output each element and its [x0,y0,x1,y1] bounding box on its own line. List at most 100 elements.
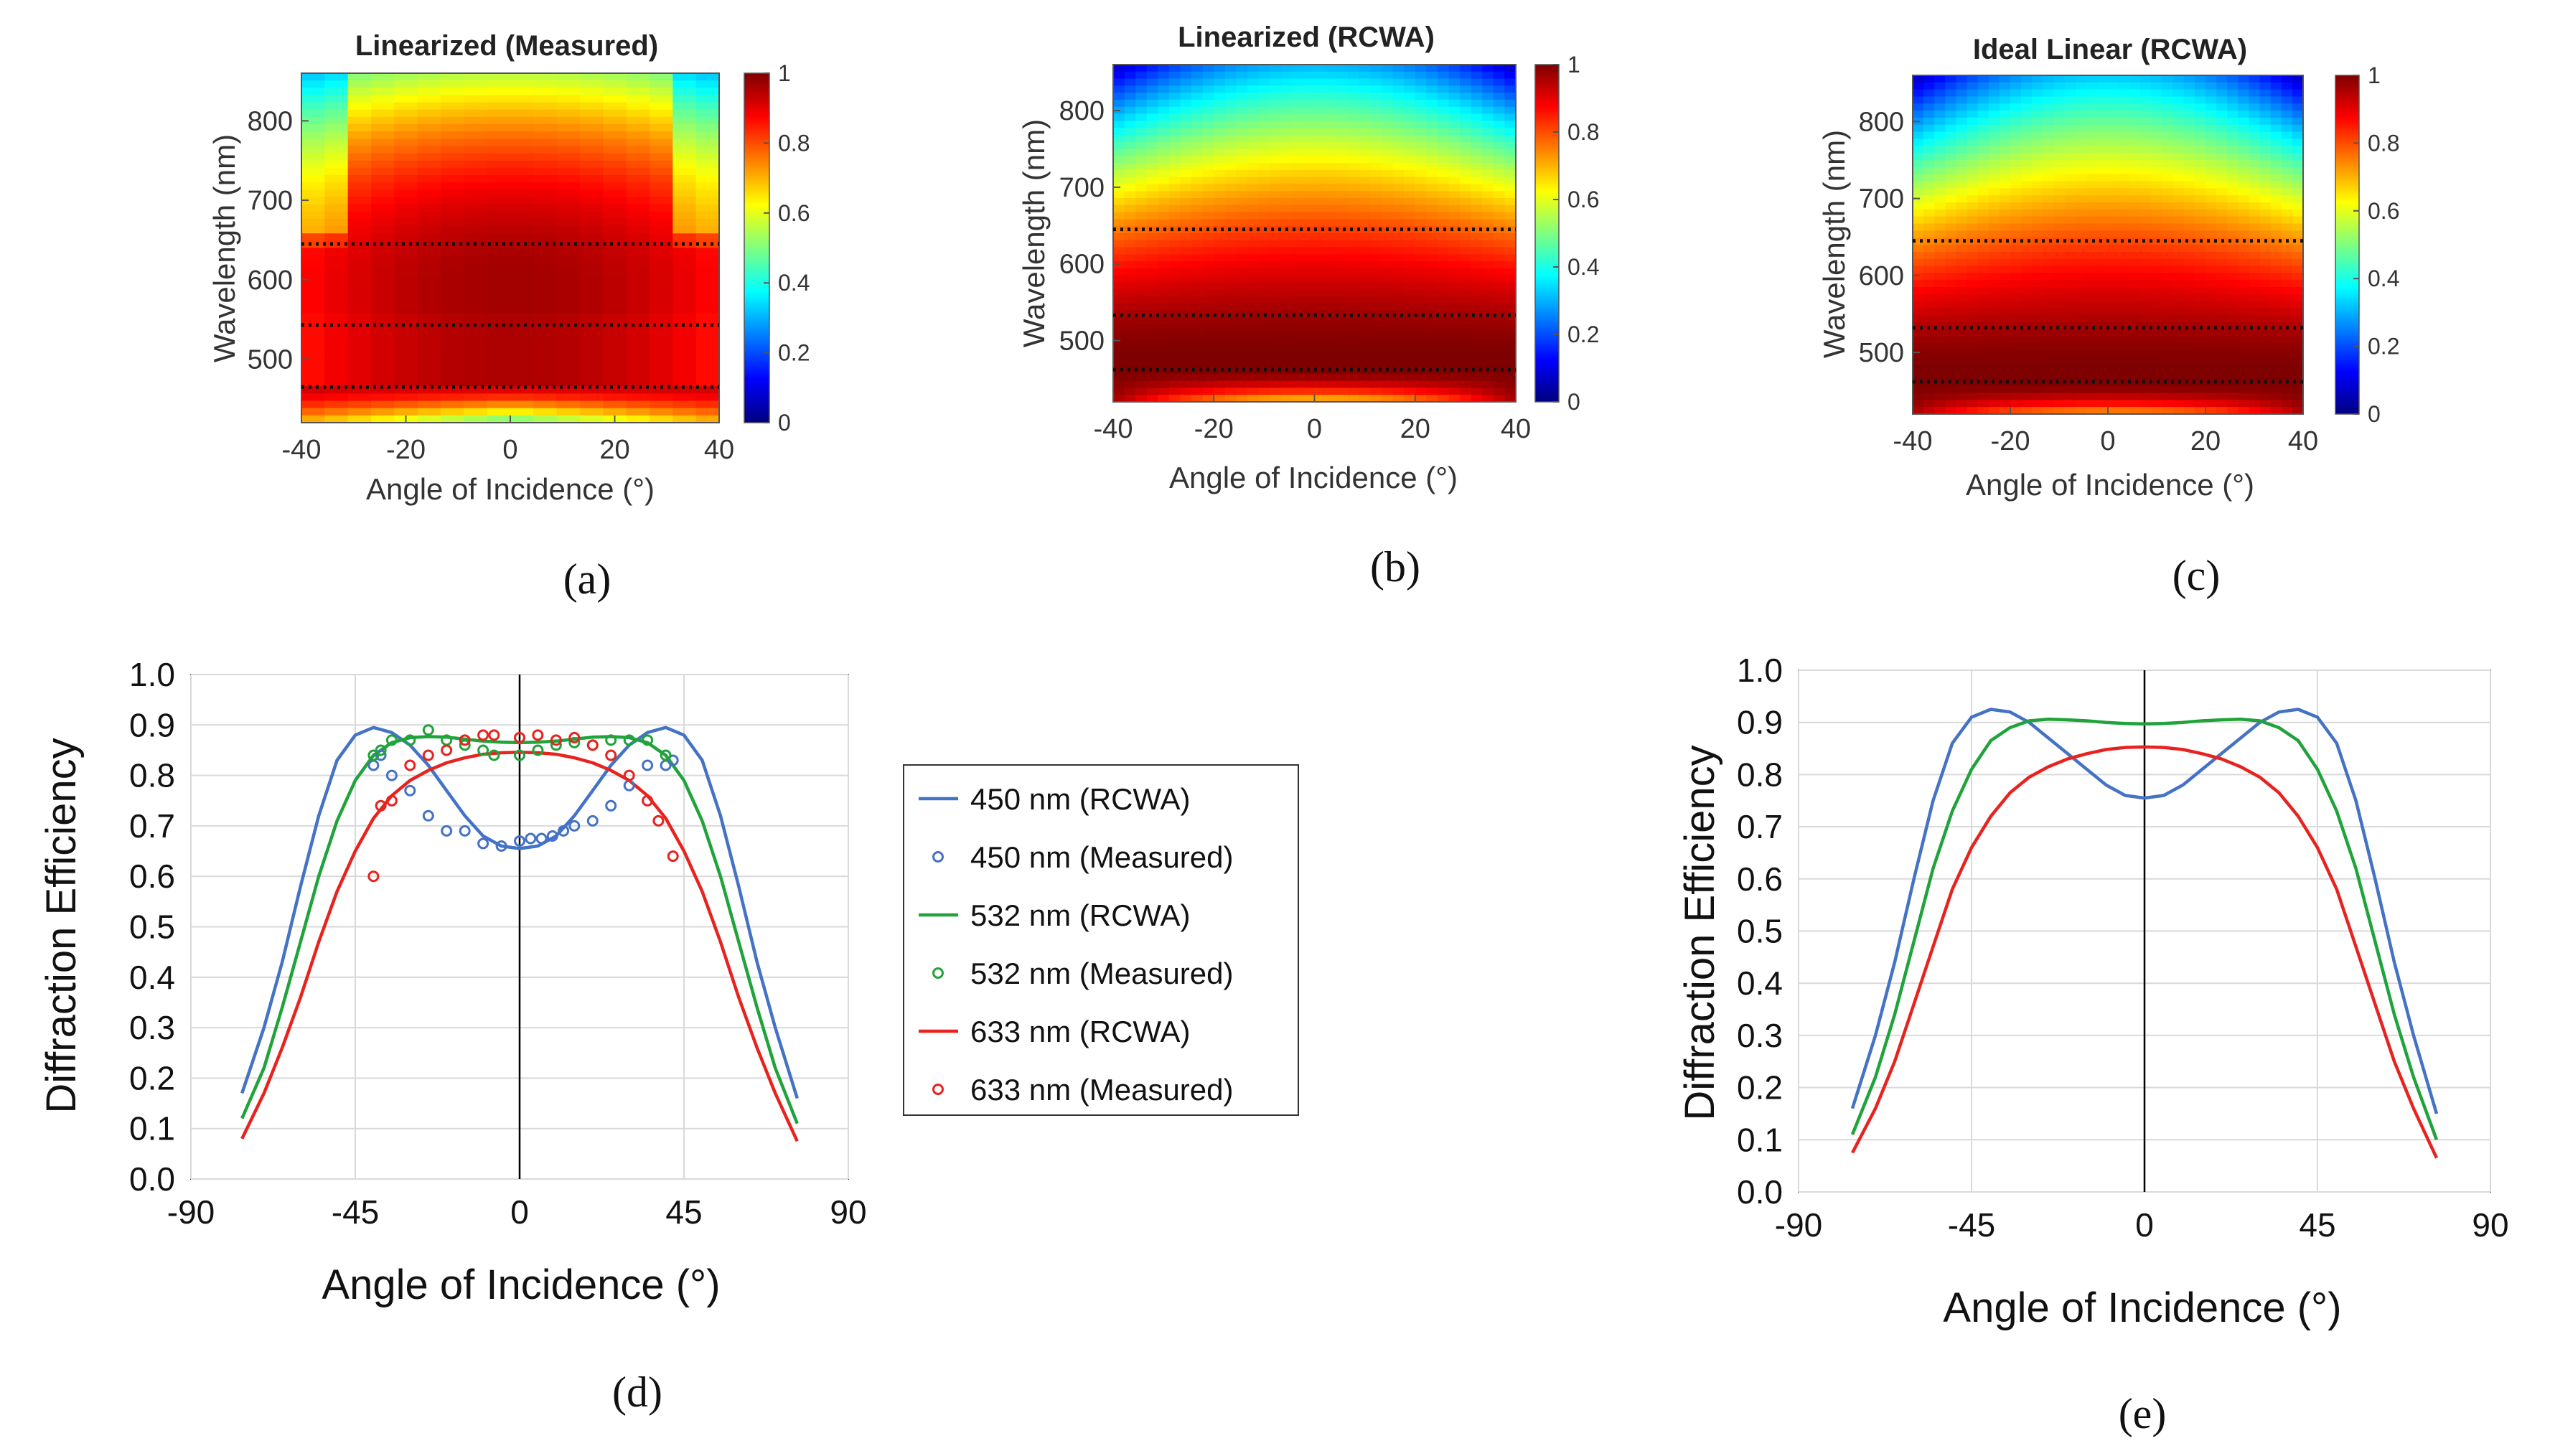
heatmap-cell [2119,350,2131,359]
heatmap-cell [2053,209,2066,217]
heatmap-cell [1214,106,1226,115]
heatmap-cell [1314,317,1326,326]
heatmap-cell [2238,153,2250,161]
heatmap-cell [2151,230,2163,238]
heatmap-cell [1382,332,1394,339]
heatmap-cell [1504,317,1517,326]
heatmap-cell [324,131,349,140]
heatmap-cell [1168,282,1181,291]
heatmap-cell [1292,106,1304,115]
heatmap-cell [2032,350,2044,359]
heatmap-cell [1303,163,1316,171]
heatmap-cell [1967,146,1979,154]
heatmap-cell [1280,240,1293,248]
heatmap-cell [1113,373,1125,382]
heatmap-cell [1303,184,1316,192]
heatmap-cell [1404,261,1416,269]
heatmap-cell [2053,245,2066,253]
heatmap-cell [1258,332,1270,339]
heatmap-cell [1270,373,1282,382]
heatmap-cell [1292,360,1304,367]
heatmap-cell [487,153,511,161]
heatmap-cell [1923,407,1936,415]
heatmap-cell [1945,174,1957,182]
heatmap-cell [1124,345,1136,354]
heatmap-cell [2043,343,2055,352]
heatmap-cell [1437,163,1450,171]
heatmap-cell [533,393,558,402]
heatmap-cell [1945,181,1957,189]
heatmap-cell [1146,352,1159,361]
heatmap-cell [1504,106,1517,115]
heatmap-cell [672,306,697,314]
heatmap-cell [2183,393,2195,401]
heatmap-cell [2162,357,2174,365]
heatmap-cell [533,349,558,358]
heatmap-cell [2096,223,2109,232]
heatmap-cell [1359,191,1372,199]
heatmap-cell [1923,365,1936,372]
heatmap-cell [1493,128,1506,136]
heatmap-cell [2259,131,2272,140]
y-tick-label: 0.0 [1737,1173,1783,1211]
heatmap-cell [2194,82,2206,90]
heatmap-cell [2206,188,2217,196]
heatmap-cell [2140,357,2152,365]
heatmap-cell [1135,310,1148,319]
heatmap-cell [2043,322,2055,330]
heatmap-cell [2096,350,2109,359]
heatmap-cell [1934,111,1946,118]
heatmap-cell [2259,111,2272,118]
heatmap-cell [2064,287,2076,295]
measured-point [514,749,525,761]
heatmap-cell [1146,310,1159,319]
heatmap-cell [1270,380,1282,389]
heatmap-cell [1956,365,1968,372]
heatmap-cell [1956,209,1968,217]
heatmap-cell [1191,71,1204,80]
heatmap-cell [1999,280,2011,288]
heatmap-cell [1471,99,1483,108]
heatmap-cell [2227,315,2239,323]
x-tick-label: 0 [2135,1206,2154,1244]
heatmap-cell [650,109,674,118]
heatmap-cell [1382,247,1394,255]
heatmap-cell [1956,230,1968,238]
heatmap-cell [2108,357,2119,365]
heatmap-cell [2216,216,2228,225]
heatmap-cell [2292,287,2304,295]
heatmap-cell [1504,296,1517,304]
heatmap-cell [2259,251,2272,260]
heatmap-cell [1158,345,1170,354]
heatmap-cell [603,284,627,293]
colorbar-tick-label: 1 [2368,62,2381,88]
heatmap-cell [1135,289,1148,297]
heatmap-cell [1934,400,1946,408]
heatmap-cell [394,240,418,249]
heatmap-cell [2021,365,2033,372]
y-tick-label: 0.7 [1737,808,1783,845]
heatmap-cell [510,138,535,147]
heatmap-cell [1370,156,1382,164]
heatmap-cell [2249,251,2261,260]
heatmap-cell [2053,301,2066,309]
heatmap-cell [556,277,581,286]
heatmap-cell [2043,118,2055,126]
heatmap-cell [1934,301,1946,309]
heatmap-cell [1934,82,1946,90]
heatmap-cell [1471,78,1483,87]
heatmap-cell [2108,251,2119,260]
heatmap-cell [1326,177,1338,185]
heatmap-cell [2151,195,2163,203]
heatmap-cell [2238,357,2250,365]
heatmap-cell [1945,308,1957,316]
heatmap-cell [2140,166,2152,175]
heatmap-cell [1988,146,2000,154]
heatmap-cell [1471,380,1483,389]
heatmap-cell [650,233,674,242]
heatmap-cell [487,240,511,249]
heatmap-cell [1945,209,1957,217]
heatmap-cell [603,335,627,344]
heatmap-cell [1135,373,1148,382]
heatmap-cell [603,153,627,161]
